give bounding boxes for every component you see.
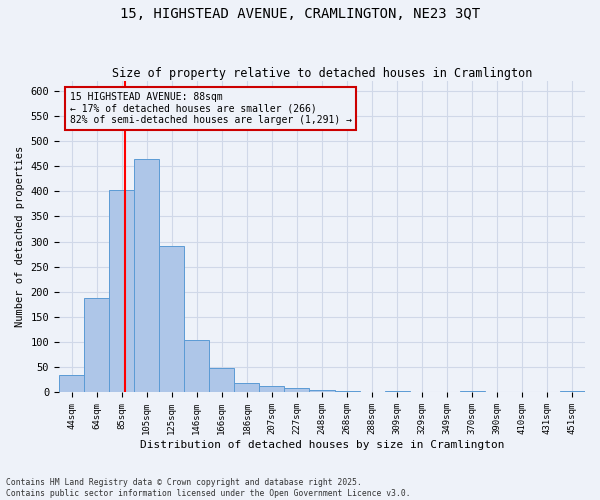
Title: Size of property relative to detached houses in Cramlington: Size of property relative to detached ho…	[112, 66, 532, 80]
Bar	[159, 246, 184, 392]
Bar	[310, 390, 335, 392]
Bar	[84, 298, 109, 392]
Bar	[134, 158, 159, 392]
Bar	[235, 384, 259, 392]
Bar	[209, 368, 235, 392]
Bar	[59, 375, 84, 392]
Bar	[184, 340, 209, 392]
Bar	[109, 190, 134, 392]
Text: Contains HM Land Registry data © Crown copyright and database right 2025.
Contai: Contains HM Land Registry data © Crown c…	[6, 478, 410, 498]
Bar	[560, 391, 585, 392]
Bar	[259, 386, 284, 392]
Y-axis label: Number of detached properties: Number of detached properties	[15, 146, 25, 327]
Text: 15 HIGHSTEAD AVENUE: 88sqm
← 17% of detached houses are smaller (266)
82% of sem: 15 HIGHSTEAD AVENUE: 88sqm ← 17% of deta…	[70, 92, 352, 125]
X-axis label: Distribution of detached houses by size in Cramlington: Distribution of detached houses by size …	[140, 440, 504, 450]
Bar	[460, 391, 485, 392]
Text: 15, HIGHSTEAD AVENUE, CRAMLINGTON, NE23 3QT: 15, HIGHSTEAD AVENUE, CRAMLINGTON, NE23 …	[120, 8, 480, 22]
Bar	[284, 388, 310, 392]
